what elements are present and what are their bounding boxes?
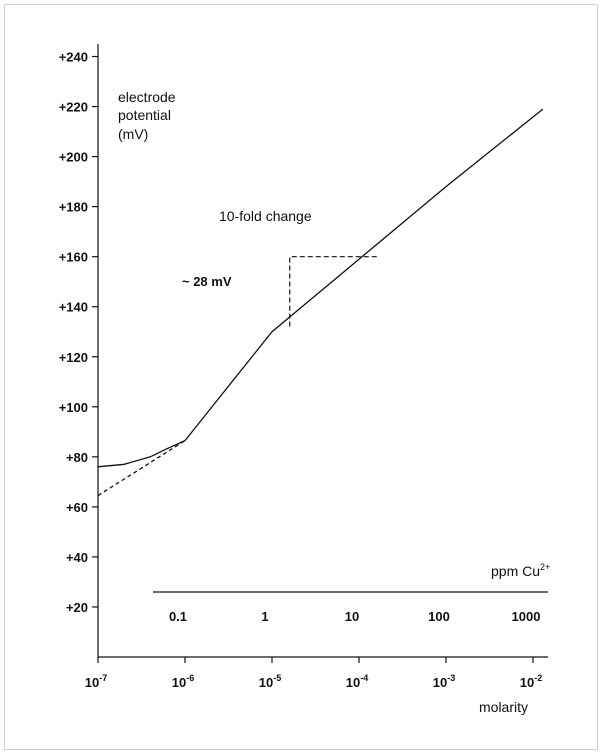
molarity-tick-label: 10-2 [520,673,542,690]
ppm-axis-label-base: ppm Cu [491,563,540,579]
response-curve-line [97,108,544,468]
y-tick-label: +20 [66,600,88,615]
y-tick-label: +180 [59,200,88,215]
molarity-tick-base: 10 [259,675,273,690]
ppm-axis-label-sup: 2+ [540,562,550,572]
ppm-axis-label: ppm Cu2+ [491,562,550,579]
molarity-tick-label: 10-7 [85,673,107,690]
molarity-axis-label: molarity [479,699,528,715]
tenfold-step-marker [289,256,377,330]
y-tick-label: +200 [59,150,88,165]
molarity-tick-label: 10-5 [259,673,281,690]
ppm-tick-label: 0.1 [169,609,187,624]
molarity-tick-base: 10 [85,675,99,690]
y-tick-label: +80 [66,450,88,465]
y-tick-label: +240 [59,50,88,65]
molarity-tick-exponent: -5 [273,673,281,683]
tenfold-change-label: 10-fold change [219,208,312,224]
ppm-tick-label: 1 [261,609,268,624]
molarity-tick-exponent: -4 [360,673,368,683]
axes-layer: +240 +220 +200 +180 +160 +140 +120 +100 +80 +60 +4… [59,44,548,690]
molarity-tick-exponent: -2 [534,673,542,683]
molarity-tick-base: 10 [520,675,534,690]
y-axis-label-line-3: (mV) [118,126,148,142]
molarity-tick-label: 10-6 [172,673,194,690]
y-tick-label: +160 [59,250,88,265]
molarity-tick-base: 10 [433,675,447,690]
series-layer [97,108,544,497]
y-tick-label: +40 [66,550,88,565]
y-tick-label: +120 [59,350,88,365]
ppm-tick-label: 1000 [512,609,541,624]
ppm-tick-label: 10 [345,609,359,624]
y-axis-label-line-2: potential [118,107,171,123]
extrapolation-dashed-line [97,440,186,497]
mv-step-label: ~ 28 mV [182,274,232,289]
ppm-tick-label: 100 [428,609,450,624]
y-tick-label: +60 [66,500,88,515]
molarity-tick-label: 10-3 [433,673,455,690]
y-axis-label-line-1: electrode [118,89,176,105]
y-tick-label: +140 [59,300,88,315]
molarity-tick-base: 10 [172,675,186,690]
molarity-tick-exponent: -3 [447,673,455,683]
y-tick-label: +100 [59,400,88,415]
y-tick-label: +220 [59,100,88,115]
annotation-layer: electrode potential (mV) molarity ppm Cu… [118,89,550,715]
molarity-tick-label: 10-4 [346,673,368,690]
molarity-tick-base: 10 [346,675,360,690]
molarity-tick-exponent: -7 [99,673,107,683]
chart-frame [4,4,598,750]
molarity-tick-exponent: -6 [186,673,194,683]
